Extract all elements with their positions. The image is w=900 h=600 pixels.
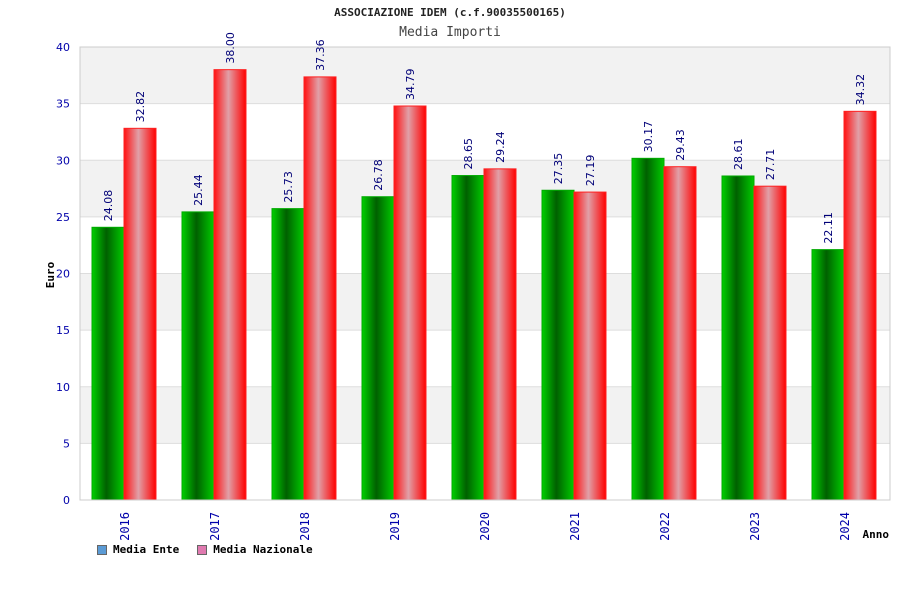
y-tick-label: 5 bbox=[63, 437, 70, 450]
bar-media-ente-2018 bbox=[271, 208, 305, 501]
bar-media-ente-2019 bbox=[361, 196, 395, 501]
x-tick-label: 2023 bbox=[748, 512, 762, 541]
bar-media-nazionale-2023 bbox=[753, 185, 787, 501]
x-tick-label: 2018 bbox=[298, 512, 312, 541]
y-tick-label: 40 bbox=[56, 41, 70, 54]
x-tick-label: 2024 bbox=[838, 512, 852, 541]
bar-media-nazionale-2024 bbox=[843, 110, 877, 501]
data-label: 27.71 bbox=[764, 149, 777, 181]
bar-media-ente-2017 bbox=[181, 211, 215, 501]
y-tick-label: 30 bbox=[56, 154, 70, 167]
data-label: 26.78 bbox=[372, 159, 385, 191]
data-label: 27.19 bbox=[584, 155, 597, 187]
bar-media-nazionale-2019 bbox=[393, 105, 427, 501]
bar-media-ente-2020 bbox=[451, 175, 485, 501]
y-tick-label: 10 bbox=[56, 381, 70, 394]
data-label: 22.11 bbox=[822, 212, 835, 244]
bar-media-nazionale-2017 bbox=[213, 69, 247, 501]
x-axis-title: Anno bbox=[863, 528, 890, 541]
bar-media-ente-2024 bbox=[811, 249, 845, 501]
chart-title: ASSOCIAZIONE IDEM (c.f.90035500165) bbox=[334, 6, 566, 19]
bar-media-nazionale-2020 bbox=[483, 168, 517, 501]
x-tick-label: 2021 bbox=[568, 512, 582, 541]
data-label: 37.36 bbox=[314, 39, 327, 71]
y-axis-title: Euro bbox=[44, 261, 57, 288]
data-label: 29.24 bbox=[494, 131, 507, 163]
data-label: 28.61 bbox=[732, 138, 745, 170]
data-label: 24.08 bbox=[102, 190, 115, 222]
x-tick-label: 2022 bbox=[658, 512, 672, 541]
data-label: 38.00 bbox=[224, 32, 237, 64]
x-tick-label: 2020 bbox=[478, 512, 492, 541]
data-label: 25.73 bbox=[282, 171, 295, 203]
bar-media-nazionale-2018 bbox=[303, 76, 337, 501]
bar-media-nazionale-2016 bbox=[123, 127, 157, 501]
bar-media-nazionale-2021 bbox=[573, 191, 607, 501]
plot-band bbox=[80, 47, 890, 104]
bar-media-ente-2023 bbox=[721, 175, 755, 501]
chart-subtitle: Media Importi bbox=[399, 25, 501, 40]
y-tick-label: 0 bbox=[63, 494, 70, 507]
data-label: 32.82 bbox=[134, 91, 147, 123]
y-tick-label: 25 bbox=[56, 211, 70, 224]
x-tick-label: 2017 bbox=[208, 512, 222, 541]
bar-media-nazionale-2022 bbox=[663, 166, 697, 501]
legend-swatch-nazionale bbox=[197, 544, 208, 555]
bar-media-ente-2022 bbox=[631, 157, 665, 501]
data-label: 25.44 bbox=[192, 174, 205, 206]
legend-swatch-ente bbox=[97, 544, 107, 555]
data-label: 28.65 bbox=[462, 138, 475, 170]
data-label: 27.35 bbox=[552, 153, 565, 185]
legend: Media Ente Media Nazionale bbox=[97, 543, 313, 556]
plot-frame bbox=[79, 46, 891, 501]
bar-media-ente-2016 bbox=[91, 226, 125, 501]
y-tick-label: 35 bbox=[56, 98, 70, 111]
legend-label-nazionale: Media Nazionale bbox=[213, 543, 313, 556]
data-label: 30.17 bbox=[642, 121, 655, 153]
y-tick-label: 20 bbox=[56, 268, 70, 281]
x-tick-label: 2019 bbox=[388, 512, 402, 541]
legend-item-ente: Media Ente bbox=[97, 543, 179, 556]
data-label: 29.43 bbox=[674, 129, 687, 161]
legend-label-ente: Media Ente bbox=[113, 543, 180, 556]
data-label: 34.32 bbox=[854, 74, 867, 106]
x-tick-label: 2016 bbox=[118, 512, 132, 541]
bar-media-ente-2021 bbox=[541, 189, 575, 501]
legend-item-nazionale: Media Nazionale bbox=[197, 543, 313, 556]
y-tick-label: 15 bbox=[56, 324, 70, 337]
data-label: 34.79 bbox=[404, 69, 417, 101]
